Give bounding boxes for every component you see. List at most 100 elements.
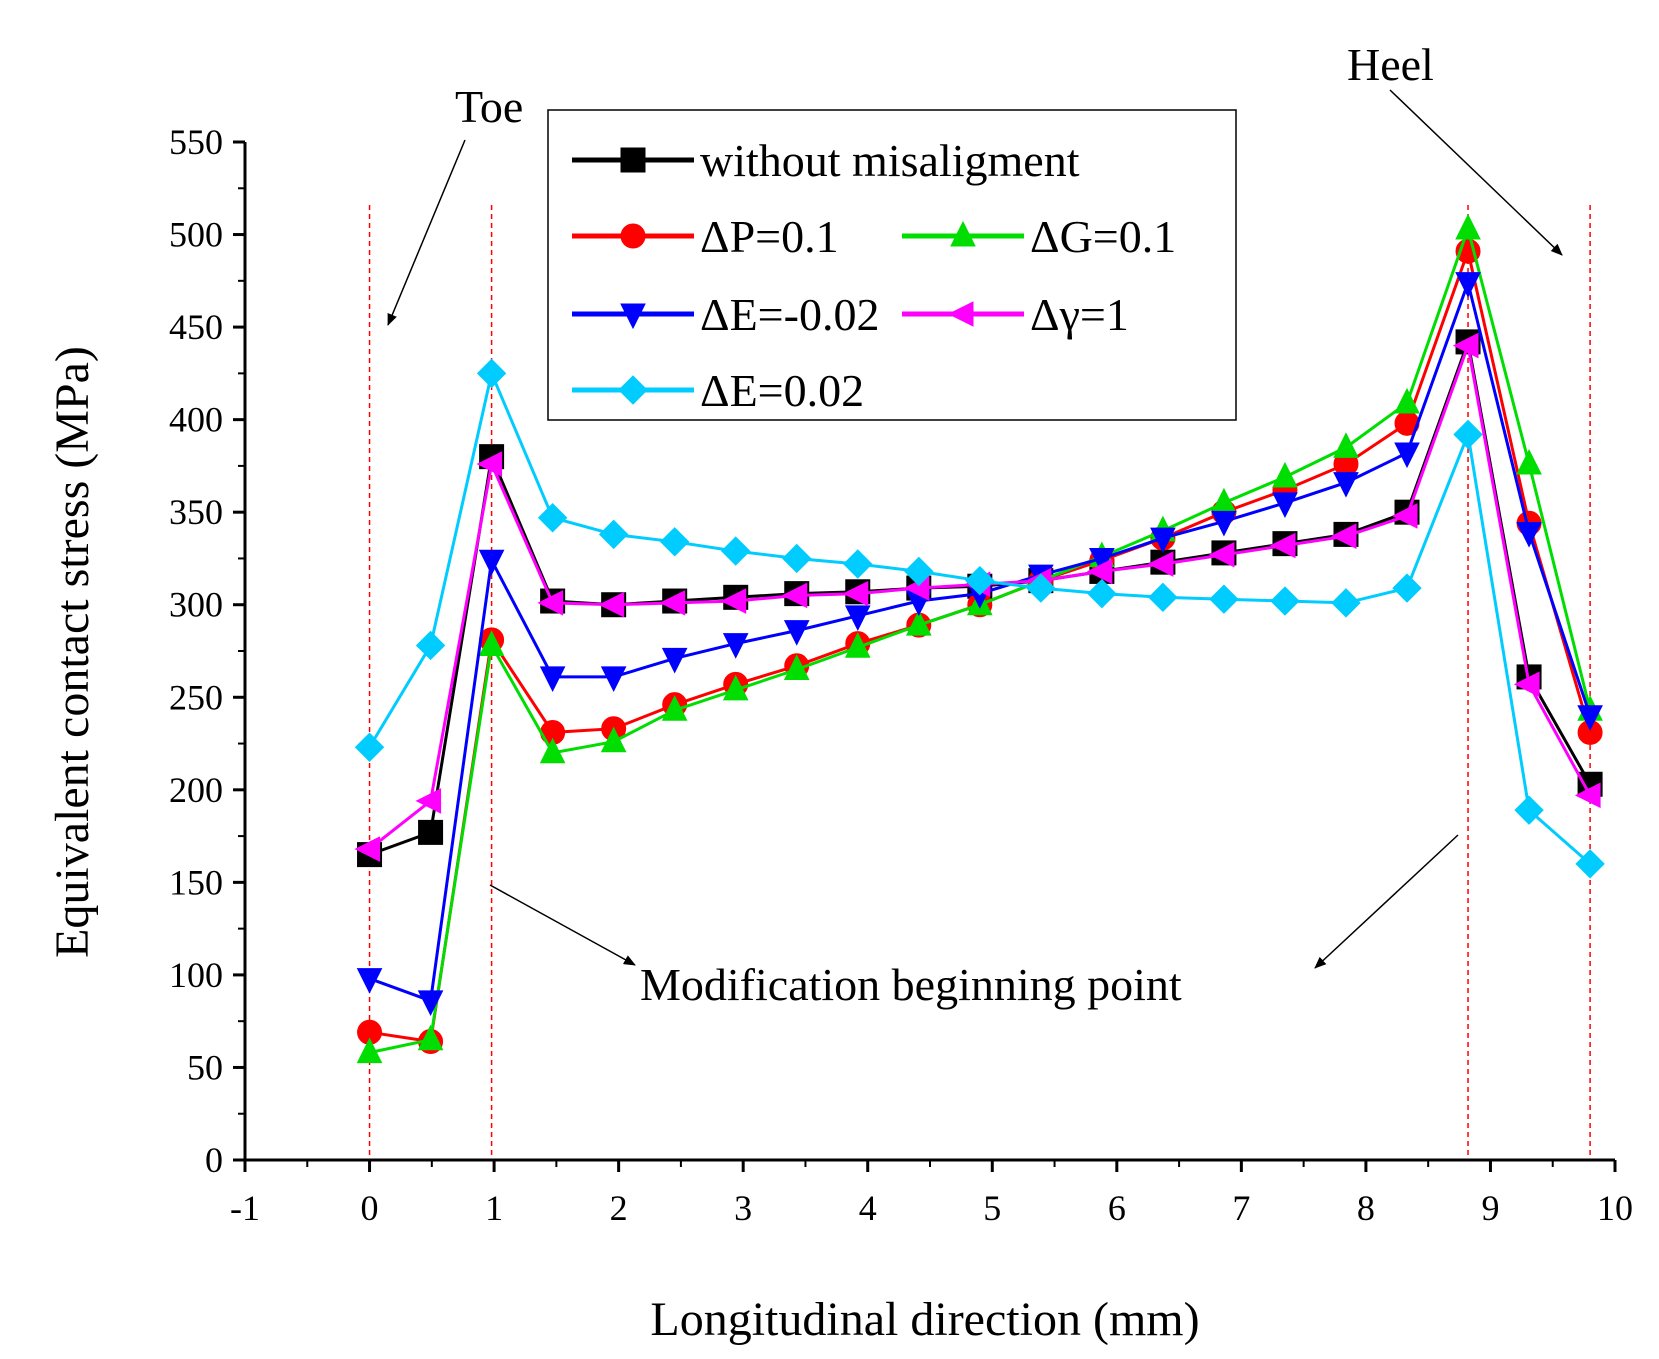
data-point (905, 609, 932, 636)
data-point (1513, 671, 1540, 698)
y-tick-label: 300 (169, 585, 223, 625)
data-point (722, 674, 749, 701)
data-point (844, 632, 871, 658)
data-point (1330, 523, 1357, 550)
data-point (356, 968, 383, 994)
toe-label: Toe (455, 81, 523, 132)
legend-label: Δγ=1 (1030, 289, 1129, 340)
y-ticks: 0 50 100 150 200 250 300 350 400 450 500 550 (169, 122, 245, 1180)
data-point (415, 788, 442, 814)
series-layer (354, 213, 1605, 1064)
data-point (842, 580, 869, 607)
data-point (1577, 705, 1603, 731)
y-tick-label: 350 (169, 492, 223, 532)
y-tick-label: 0 (205, 1140, 223, 1180)
heel-arrow (1389, 89, 1563, 256)
legend-entry: ΔG=0.1 (902, 211, 1176, 262)
x-tick-label: -1 (230, 1188, 260, 1228)
y-tick-label: 50 (187, 1047, 223, 1087)
legend-label: ΔE=-0.02 (700, 289, 879, 340)
y-tick-label: 150 (169, 862, 223, 902)
data-point (600, 666, 627, 693)
x-tick-label: 3 (734, 1188, 752, 1228)
data-point (781, 582, 808, 609)
data-point (843, 549, 873, 579)
data-point (659, 527, 690, 557)
data-point (539, 737, 566, 764)
toe-arrow (387, 139, 466, 326)
data-point (1272, 492, 1298, 519)
data-point (537, 503, 568, 533)
data-point (478, 630, 505, 656)
data-point (1574, 782, 1601, 809)
x-tick-label: 2 (610, 1188, 628, 1228)
data-point (904, 556, 934, 587)
legend: without misaligment ΔP=0.1 ΔG=0.1 ΔE=-0.02 Δ… (547, 109, 1237, 421)
modification-arrow-left (489, 884, 636, 966)
data-point (1391, 503, 1418, 529)
data-point (1089, 547, 1115, 574)
data-point (661, 647, 688, 674)
heel-label: Heel (1347, 39, 1434, 90)
data-point (620, 223, 646, 249)
data-point (1394, 442, 1420, 469)
x-tick-label: 6 (1108, 1188, 1126, 1228)
x-tick-label: 0 (361, 1188, 379, 1228)
modification-arrow-right (1314, 834, 1459, 969)
data-point (659, 590, 686, 616)
data-point (947, 301, 974, 327)
data-point (1452, 332, 1479, 359)
data-point (844, 605, 871, 631)
y-axis-title: Equivalent contact stress (MPa) (46, 346, 99, 958)
data-point (1147, 551, 1174, 577)
data-point (1333, 432, 1359, 458)
legend-entry: ΔE=-0.02 (572, 289, 879, 340)
data-point (1209, 584, 1239, 614)
x-tick-label: 9 (1481, 1188, 1499, 1228)
legend-label: ΔE=0.02 (700, 365, 864, 416)
data-point (598, 519, 629, 550)
data-point (782, 543, 812, 574)
data-point (783, 654, 810, 681)
data-point (1392, 573, 1422, 603)
data-point (722, 633, 749, 659)
x-tick-label: 4 (859, 1188, 877, 1228)
x-tick-label: 5 (983, 1188, 1001, 1228)
data-point (1516, 448, 1542, 475)
data-point (417, 990, 444, 1016)
data-point (1272, 461, 1298, 488)
legend-entry: ΔE=0.02 (572, 365, 864, 416)
legend-entry: without misaligment (572, 135, 1080, 186)
y-tick-label: 400 (169, 400, 223, 440)
data-point (476, 358, 507, 389)
data-point (1211, 510, 1237, 537)
data-point (600, 726, 627, 753)
data-point (950, 220, 976, 247)
x-axis-title: Longitudinal direction (mm) (650, 1293, 1199, 1346)
data-point (354, 836, 381, 862)
data-point (1394, 387, 1420, 414)
annotations: Toe Heel Modification beginning point (387, 39, 1563, 1010)
data-point (478, 549, 505, 576)
data-point (618, 375, 648, 405)
legend-entry: ΔP=0.1 (572, 211, 839, 262)
data-point (1148, 582, 1178, 613)
data-point (1514, 795, 1544, 825)
x-ticks: -1 0 1 2 3 4 5 6 7 8 9 10 (230, 1160, 1633, 1228)
data-point (539, 666, 566, 693)
data-point (1455, 272, 1481, 298)
data-point (1269, 532, 1296, 559)
legend-label: without misaligment (700, 135, 1080, 186)
data-point (537, 590, 564, 616)
data-point (476, 451, 503, 477)
data-point (1087, 578, 1117, 609)
modification-label: Modification beginning point (640, 959, 1182, 1010)
y-tick-label: 550 (169, 122, 223, 162)
legend-entry: Δγ=1 (902, 289, 1129, 340)
data-point (1026, 573, 1056, 603)
data-point (1453, 419, 1483, 450)
data-point (1331, 588, 1361, 618)
data-point (720, 588, 747, 614)
data-point (1208, 541, 1235, 568)
